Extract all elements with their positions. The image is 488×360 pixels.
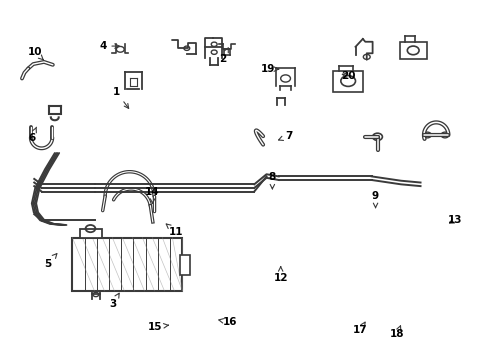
Text: 8: 8 xyxy=(268,172,275,189)
Text: 6: 6 xyxy=(28,127,37,143)
Text: 3: 3 xyxy=(109,293,119,309)
Bar xyxy=(399,42,426,59)
Text: 11: 11 xyxy=(166,224,183,237)
Text: 16: 16 xyxy=(218,317,237,327)
Text: 19: 19 xyxy=(260,64,278,74)
Text: 14: 14 xyxy=(145,186,160,203)
Text: 13: 13 xyxy=(447,215,461,225)
Bar xyxy=(72,238,182,291)
Text: 2: 2 xyxy=(219,48,228,64)
Text: 18: 18 xyxy=(389,326,404,339)
Text: 4: 4 xyxy=(99,41,119,51)
Text: 15: 15 xyxy=(148,322,168,332)
Text: 9: 9 xyxy=(371,191,378,208)
Bar xyxy=(180,255,189,275)
Text: 10: 10 xyxy=(28,47,43,60)
Text: 17: 17 xyxy=(352,322,366,336)
Text: 12: 12 xyxy=(273,267,287,283)
Text: 20: 20 xyxy=(340,71,355,81)
Text: 1: 1 xyxy=(113,87,128,108)
Text: 7: 7 xyxy=(278,131,292,141)
Text: 5: 5 xyxy=(44,254,57,269)
Bar xyxy=(333,71,362,92)
Bar xyxy=(80,229,102,238)
